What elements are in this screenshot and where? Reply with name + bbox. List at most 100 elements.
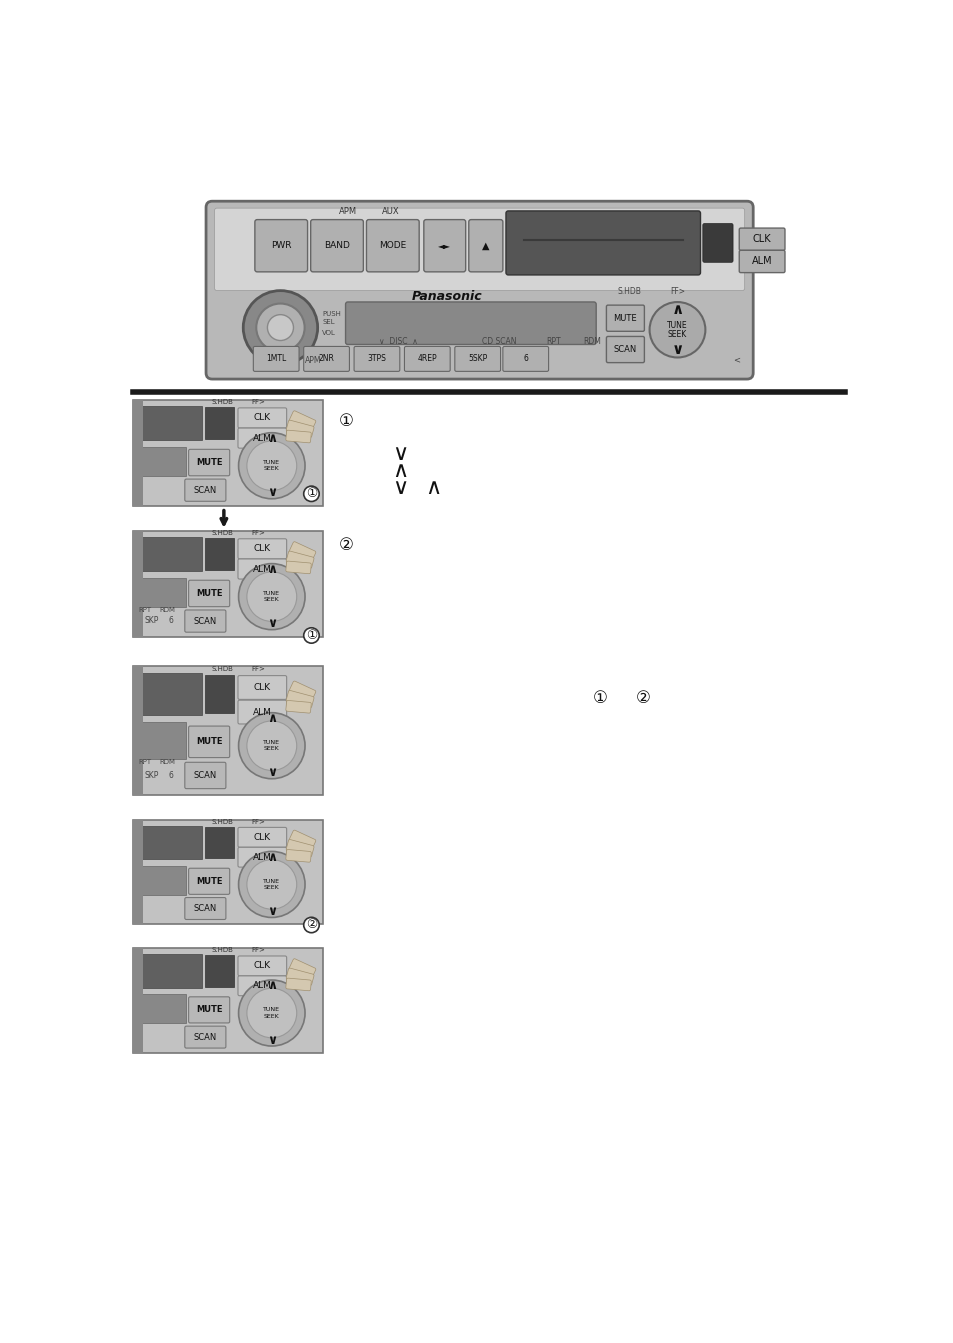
FancyBboxPatch shape bbox=[237, 676, 286, 700]
Text: ①: ① bbox=[306, 629, 316, 642]
FancyBboxPatch shape bbox=[311, 220, 363, 271]
Text: RDM: RDM bbox=[159, 607, 175, 612]
Text: <: < bbox=[732, 356, 739, 364]
FancyBboxPatch shape bbox=[286, 701, 311, 713]
FancyBboxPatch shape bbox=[133, 819, 323, 924]
Circle shape bbox=[649, 302, 704, 357]
FancyBboxPatch shape bbox=[189, 727, 230, 757]
Text: ALM: ALM bbox=[253, 853, 272, 862]
FancyBboxPatch shape bbox=[133, 577, 186, 607]
Text: TUNE: TUNE bbox=[263, 878, 280, 884]
Text: ∨: ∨ bbox=[267, 486, 276, 500]
FancyBboxPatch shape bbox=[133, 400, 143, 506]
Text: CLK: CLK bbox=[253, 544, 271, 553]
Text: ∧: ∧ bbox=[267, 979, 276, 992]
Text: ALM: ALM bbox=[253, 564, 272, 573]
Text: Panasonic: Panasonic bbox=[412, 290, 482, 304]
FancyBboxPatch shape bbox=[206, 201, 753, 379]
FancyBboxPatch shape bbox=[289, 541, 315, 563]
FancyBboxPatch shape bbox=[286, 420, 314, 438]
FancyBboxPatch shape bbox=[237, 428, 286, 449]
Text: ∧: ∧ bbox=[267, 712, 276, 725]
Text: ∧: ∧ bbox=[671, 302, 683, 317]
FancyBboxPatch shape bbox=[455, 346, 500, 372]
Text: ∧: ∧ bbox=[267, 563, 276, 576]
Circle shape bbox=[303, 917, 319, 932]
FancyBboxPatch shape bbox=[214, 208, 744, 290]
Text: SCAN: SCAN bbox=[193, 1033, 216, 1042]
Text: FF>: FF> bbox=[252, 399, 265, 406]
Text: RPT: RPT bbox=[138, 759, 151, 764]
Text: FF>: FF> bbox=[252, 530, 265, 536]
FancyBboxPatch shape bbox=[133, 673, 201, 714]
Text: CLK: CLK bbox=[253, 414, 271, 423]
FancyBboxPatch shape bbox=[289, 411, 315, 431]
Circle shape bbox=[243, 290, 317, 364]
FancyBboxPatch shape bbox=[702, 223, 732, 262]
FancyBboxPatch shape bbox=[423, 220, 465, 271]
Text: RPT: RPT bbox=[545, 337, 560, 346]
Circle shape bbox=[303, 627, 319, 643]
Text: SCAN: SCAN bbox=[193, 771, 216, 780]
Text: FF>: FF> bbox=[252, 666, 265, 672]
Text: FF>: FF> bbox=[669, 287, 684, 297]
Text: AUX: AUX bbox=[381, 207, 399, 215]
Text: 6: 6 bbox=[169, 616, 173, 626]
FancyBboxPatch shape bbox=[185, 763, 226, 788]
Circle shape bbox=[247, 441, 296, 490]
Circle shape bbox=[238, 564, 305, 630]
FancyBboxPatch shape bbox=[237, 976, 286, 995]
FancyBboxPatch shape bbox=[345, 302, 596, 344]
Text: SEL: SEL bbox=[322, 318, 335, 325]
Text: MUTE: MUTE bbox=[195, 590, 222, 598]
FancyBboxPatch shape bbox=[133, 406, 201, 441]
Text: 6: 6 bbox=[169, 771, 173, 780]
FancyBboxPatch shape bbox=[289, 830, 315, 851]
Circle shape bbox=[256, 304, 304, 352]
FancyBboxPatch shape bbox=[253, 346, 298, 372]
Text: VOL: VOL bbox=[322, 330, 335, 336]
Circle shape bbox=[238, 432, 305, 498]
Text: 3TPS: 3TPS bbox=[367, 355, 386, 364]
Text: SEEK: SEEK bbox=[264, 466, 279, 471]
FancyBboxPatch shape bbox=[289, 681, 315, 702]
Text: SCAN: SCAN bbox=[193, 486, 216, 494]
Text: ∧: ∧ bbox=[267, 851, 276, 864]
Text: ALM: ALM bbox=[751, 257, 772, 266]
Text: SKP: SKP bbox=[145, 771, 159, 780]
Text: TUNE: TUNE bbox=[263, 740, 280, 745]
Text: RPT: RPT bbox=[138, 607, 151, 612]
Text: ALM: ALM bbox=[253, 708, 272, 717]
Text: MUTE: MUTE bbox=[195, 1006, 222, 1014]
Text: ∧: ∧ bbox=[392, 461, 408, 481]
Text: RDM: RDM bbox=[582, 337, 600, 346]
FancyBboxPatch shape bbox=[286, 430, 311, 443]
FancyBboxPatch shape bbox=[286, 850, 311, 862]
FancyBboxPatch shape bbox=[286, 968, 314, 986]
FancyBboxPatch shape bbox=[133, 666, 323, 795]
Text: ②: ② bbox=[635, 689, 650, 706]
Text: MUTE: MUTE bbox=[613, 314, 637, 322]
FancyBboxPatch shape bbox=[133, 530, 143, 637]
FancyBboxPatch shape bbox=[286, 839, 314, 857]
FancyBboxPatch shape bbox=[237, 700, 286, 724]
FancyBboxPatch shape bbox=[133, 400, 323, 506]
Circle shape bbox=[267, 314, 294, 341]
Text: TUNE: TUNE bbox=[263, 461, 280, 465]
Text: CLK: CLK bbox=[253, 962, 271, 971]
Circle shape bbox=[247, 988, 296, 1038]
FancyBboxPatch shape bbox=[237, 539, 286, 559]
FancyBboxPatch shape bbox=[133, 530, 323, 637]
Text: ∧: ∧ bbox=[267, 432, 276, 445]
Text: CLK: CLK bbox=[752, 234, 771, 244]
FancyBboxPatch shape bbox=[189, 868, 230, 894]
Text: ALM: ALM bbox=[253, 982, 272, 990]
Text: ▲: ▲ bbox=[481, 240, 489, 251]
FancyBboxPatch shape bbox=[286, 551, 314, 568]
Text: SKP: SKP bbox=[145, 616, 159, 626]
FancyBboxPatch shape bbox=[133, 819, 143, 924]
Text: MODE: MODE bbox=[378, 242, 406, 250]
FancyBboxPatch shape bbox=[739, 250, 784, 273]
Text: 4REP: 4REP bbox=[417, 355, 436, 364]
Text: ∨: ∨ bbox=[267, 618, 276, 630]
